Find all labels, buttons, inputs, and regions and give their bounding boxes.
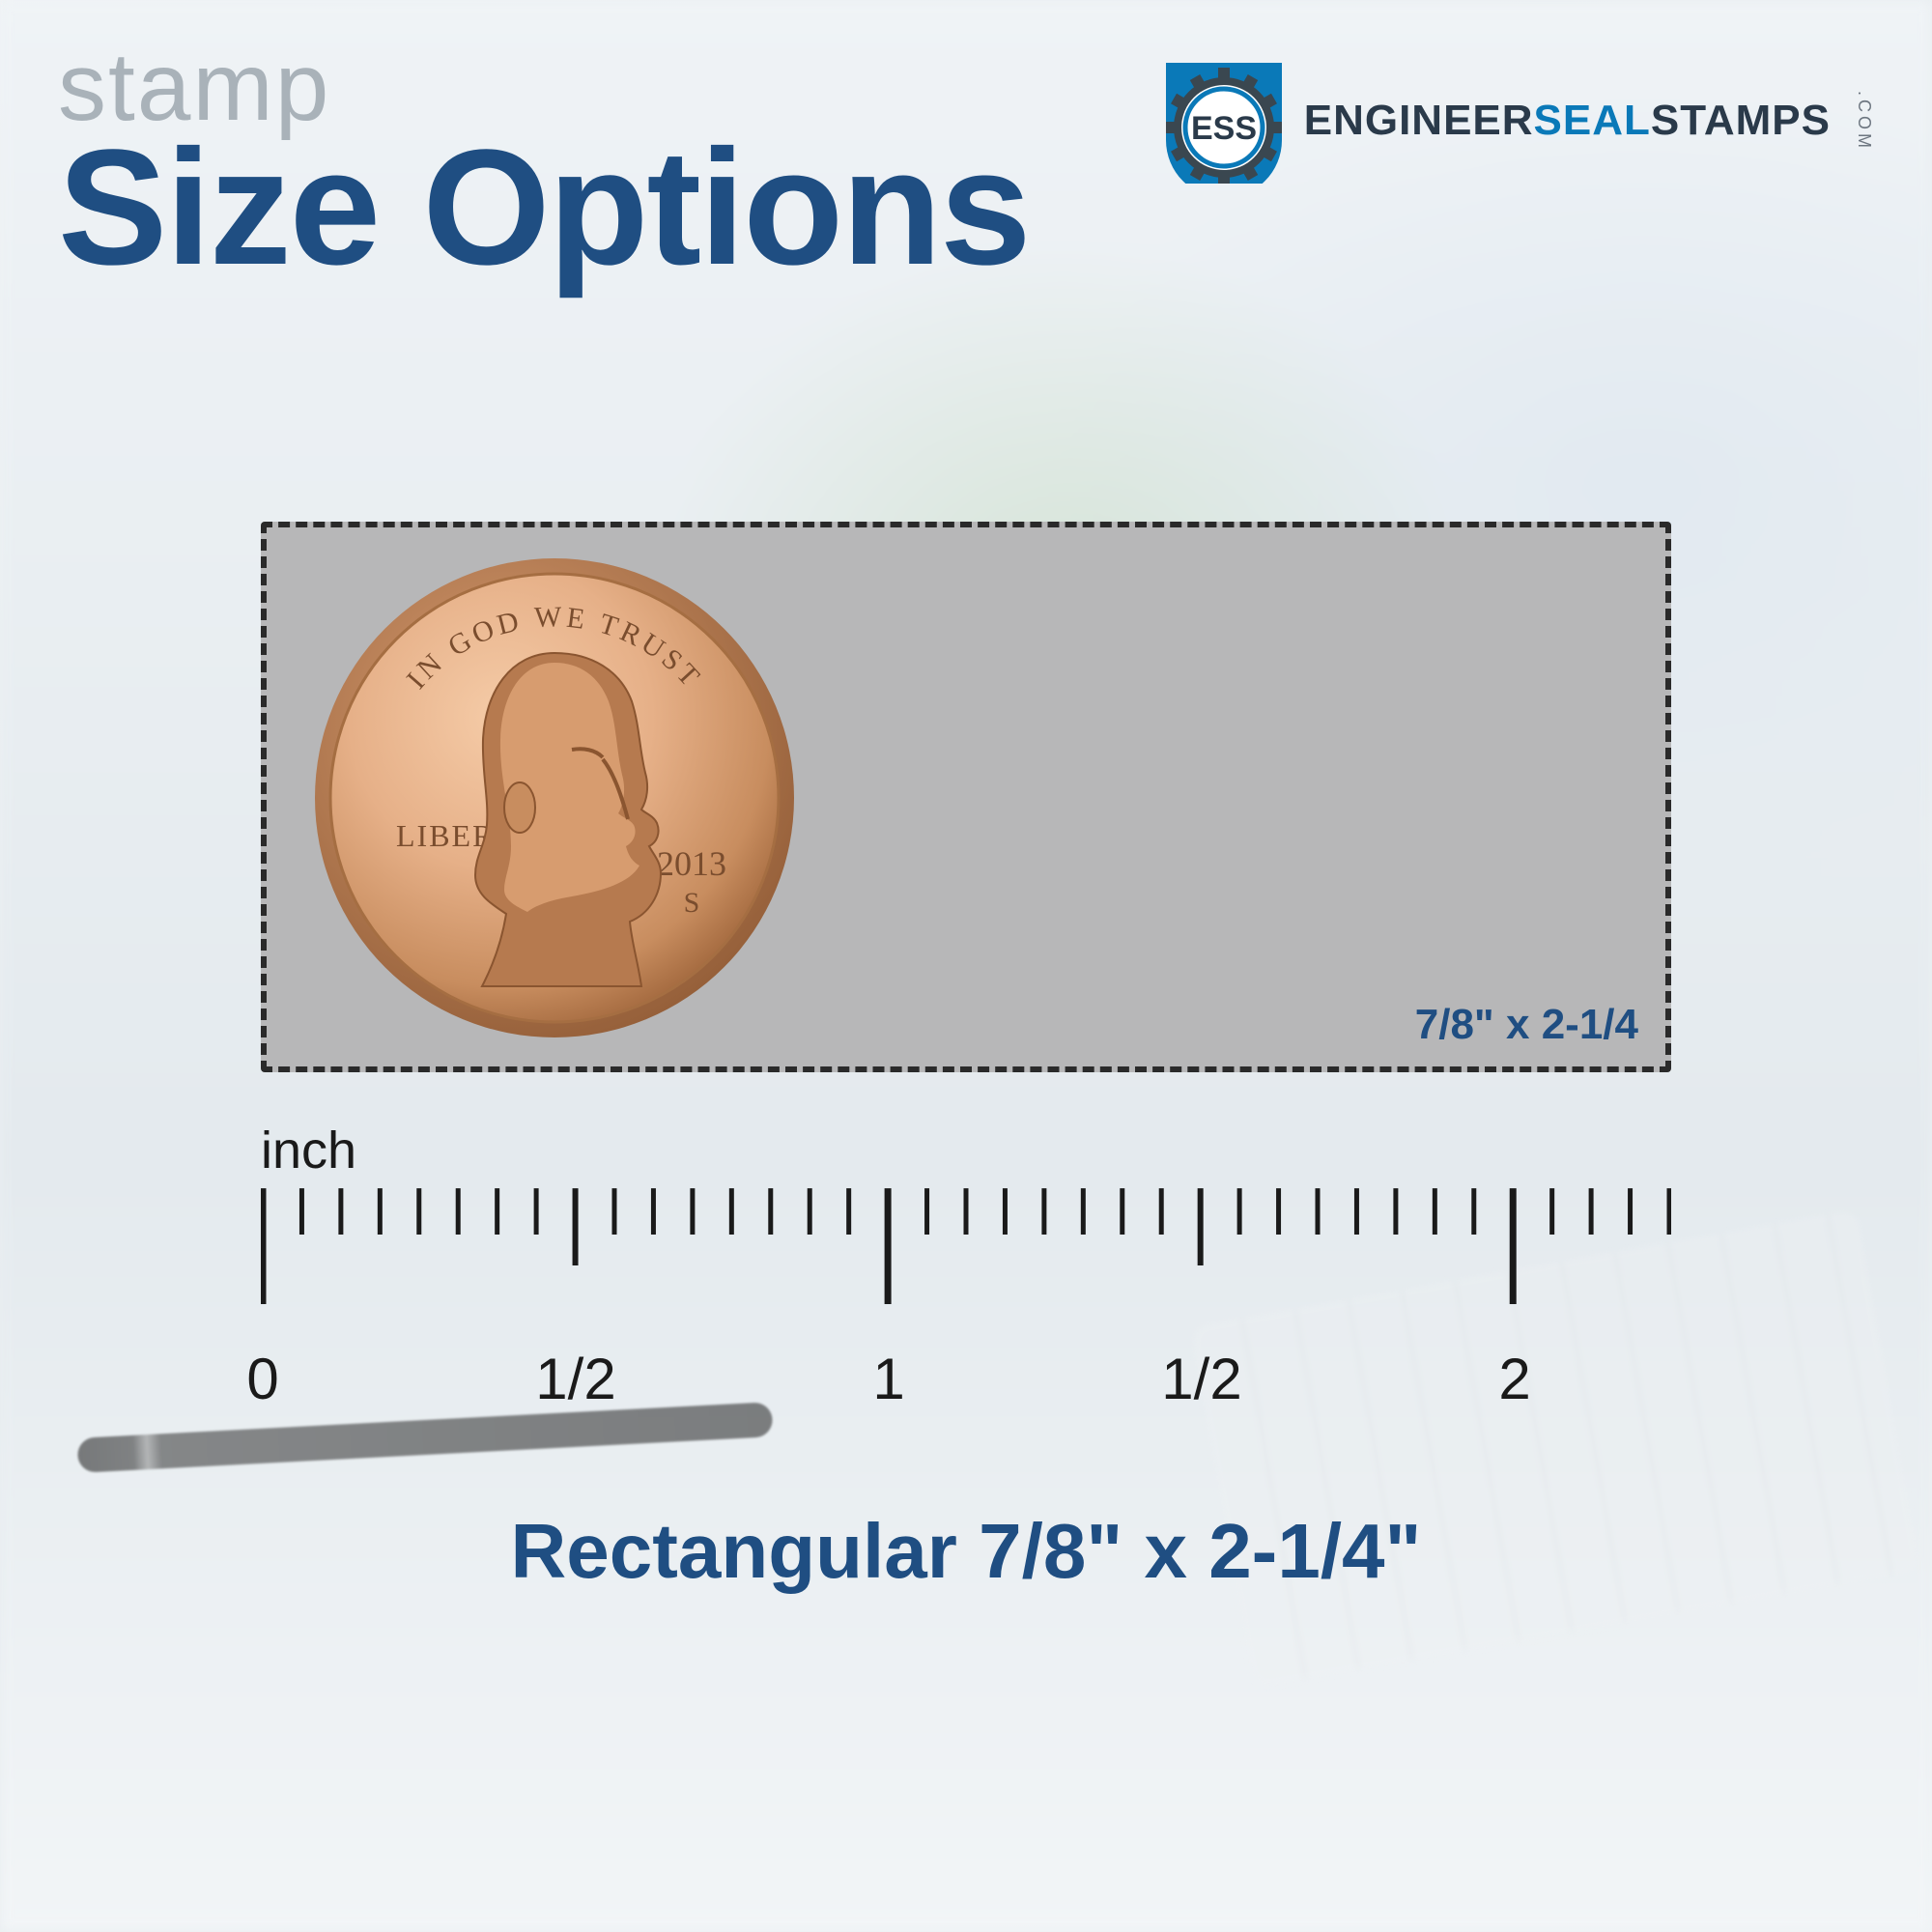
size-caption: Rectangular 7/8" x 2-1/4" xyxy=(0,1507,1932,1596)
ruler-numbers: 01/211/22 xyxy=(261,1346,1673,1423)
header: stamp Size Options ESS xyxy=(58,39,1874,290)
title-block: stamp Size Options xyxy=(58,39,1030,290)
ruler-number: 0 xyxy=(246,1346,278,1412)
ruler-number: 2 xyxy=(1498,1346,1530,1412)
page-title: Size Options xyxy=(58,126,1030,290)
penny-icon: IN GOD WE TRUST LIBERTY 2013 S xyxy=(313,556,796,1039)
brand-badge-icon: ESS xyxy=(1161,58,1287,184)
ruler-number: 1/2 xyxy=(535,1346,615,1412)
penny-year: 2013 xyxy=(657,844,726,883)
stamp-dimension-label: 7/8" x 2-1/4 xyxy=(1415,1001,1638,1049)
brand-logo: ESS ENGIN xyxy=(1161,58,1874,184)
ruler-unit-label: inch xyxy=(261,1121,1671,1180)
ruler: inch 01/211/22 xyxy=(261,1121,1671,1423)
badge-text: ESS xyxy=(1191,110,1257,147)
ruler-number: 1/2 xyxy=(1161,1346,1241,1412)
brand-tld: .COM xyxy=(1854,91,1874,152)
ruler-ticks xyxy=(261,1188,1671,1333)
penny-mint: S xyxy=(684,887,700,919)
brand-name-part3: STAMPS xyxy=(1651,97,1831,144)
brand-name-part2: SEAL xyxy=(1534,97,1651,144)
brand-name-part1: ENGINEER xyxy=(1304,97,1534,144)
ruler-number: 1 xyxy=(872,1346,904,1412)
brand-name: ENGINEERSEALSTAMPS xyxy=(1304,97,1831,145)
stamp-size-box: IN GOD WE TRUST LIBERTY 2013 S 7/8" x 2-… xyxy=(261,522,1671,1072)
